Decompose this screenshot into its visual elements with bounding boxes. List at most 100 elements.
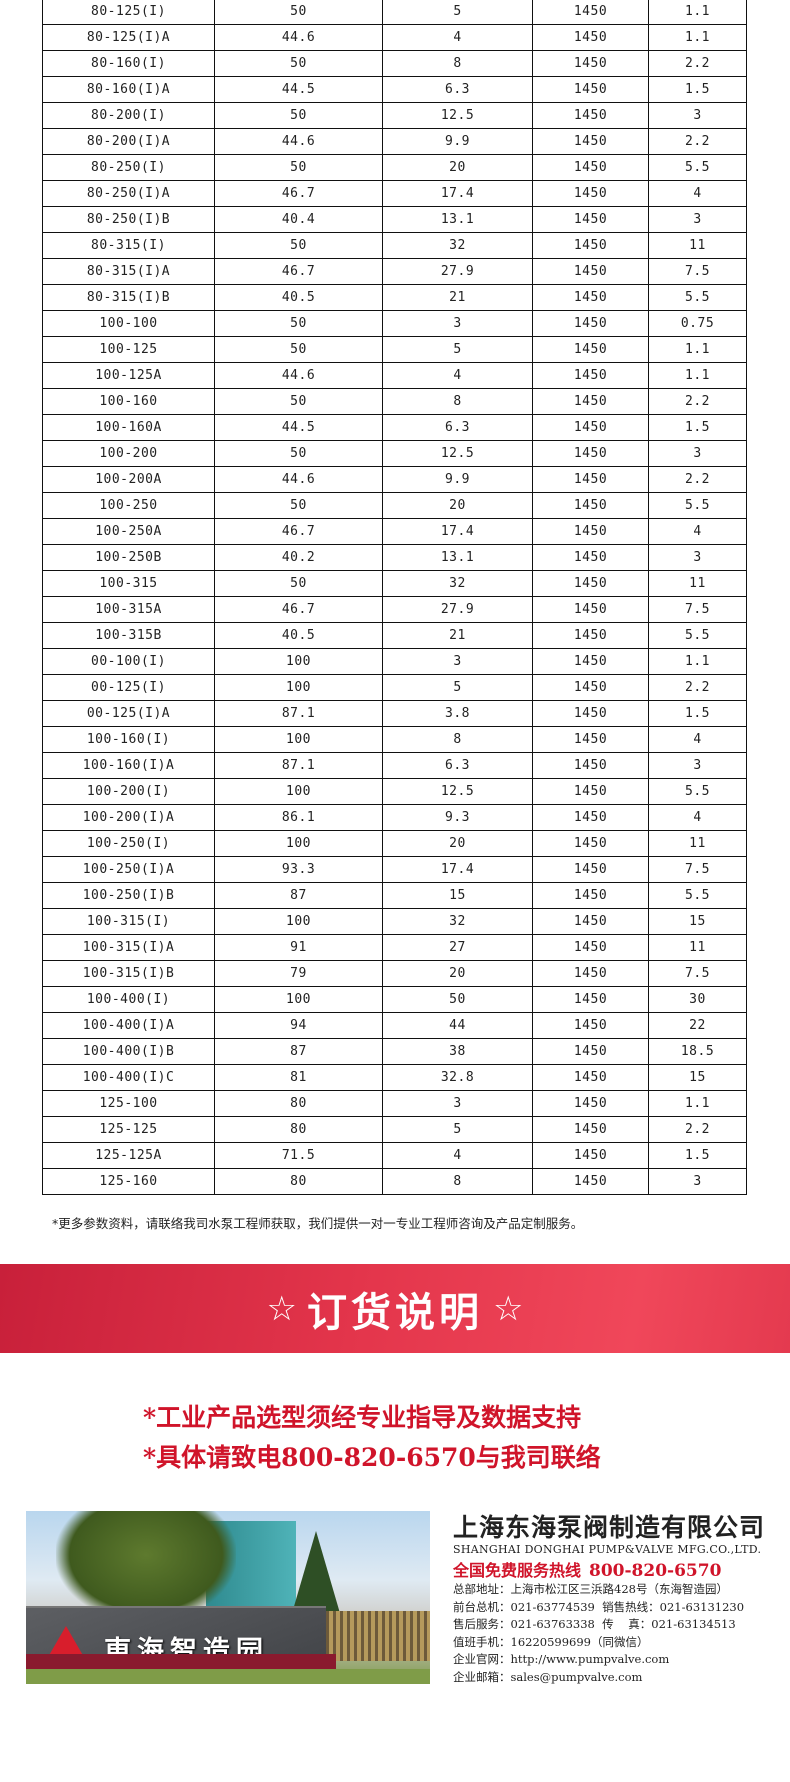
ordering-banner: ☆ 订货说明 ☆ xyxy=(0,1264,790,1353)
table-cell: 100-400(I)A xyxy=(42,1012,215,1039)
table-row: 100-400(I)B 87 38 1450 18.5 xyxy=(42,1038,747,1065)
contact-phones: 前台总机：021-63774539 销售热线：021-63131230 xyxy=(453,1599,745,1614)
table-cell: 1450 xyxy=(532,570,649,597)
contact-email[interactable]: 企业邮箱：sales@pumpvalve.com xyxy=(453,1669,643,1684)
table-cell: 1.5 xyxy=(648,76,747,103)
table-row: 80-315(I)B 40.5 21 1450 5.5 xyxy=(42,284,747,311)
table-cell: 1450 xyxy=(532,388,649,415)
table-row: 100-250(I)A 93.3 17.4 1450 7.5 xyxy=(42,856,747,883)
star-icon: ☆ xyxy=(266,1288,297,1329)
table-cell: 100-315(I)B xyxy=(42,960,215,987)
table-cell: 125-160 xyxy=(42,1168,215,1195)
table-cell: 2.2 xyxy=(648,466,747,493)
table-cell: 1450 xyxy=(532,232,649,259)
table-cell: 5.5 xyxy=(648,492,747,519)
table-cell: 100 xyxy=(214,648,383,675)
table-row: 00-125(I)A 87.1 3.8 1450 1.5 xyxy=(42,700,747,727)
table-cell: 4 xyxy=(382,1142,533,1169)
banner-title: 订货说明 xyxy=(307,1289,483,1336)
table-cell: 13.1 xyxy=(382,206,533,233)
table-cell: 1.1 xyxy=(648,1090,747,1117)
table-cell: 100-125A xyxy=(42,362,215,389)
table-cell: 11 xyxy=(648,232,747,259)
table-cell: 2.2 xyxy=(648,388,747,415)
table-cell: 94 xyxy=(214,1012,383,1039)
table-cell: 5 xyxy=(382,674,533,701)
table-row: 100-315(I) 100 32 1450 15 xyxy=(42,908,747,935)
table-cell: 100-250(I)A xyxy=(42,856,215,883)
table-cell: 12.5 xyxy=(382,778,533,805)
table-cell: 32 xyxy=(382,908,533,935)
table-row: 125-100 80 3 1450 1.1 xyxy=(42,1090,747,1117)
table-cell: 27.9 xyxy=(382,258,533,285)
table-row: 80-200(I) 50 12.5 1450 3 xyxy=(42,102,747,129)
hedge xyxy=(26,1654,336,1672)
table-row: 80-160(I) 50 8 1450 2.2 xyxy=(42,50,747,77)
table-cell: 21 xyxy=(382,622,533,649)
table-cell: 15 xyxy=(382,882,533,909)
table-cell: 100-315(I)A xyxy=(42,934,215,961)
table-cell: 21 xyxy=(382,284,533,311)
table-cell: 6.3 xyxy=(382,752,533,779)
contact-website[interactable]: 企业官网：http://www.pumpvalve.com xyxy=(453,1652,670,1667)
note-line: *具体请致电800-820-6570与我司联络 xyxy=(143,1443,601,1472)
table-cell: 1450 xyxy=(532,336,649,363)
table-cell: 44.6 xyxy=(214,128,383,155)
table-cell: 17.4 xyxy=(382,180,533,207)
table-cell: 9.3 xyxy=(382,804,533,831)
table-cell: 100-400(I)C xyxy=(42,1064,215,1091)
table-cell: 1450 xyxy=(532,180,649,207)
table-cell: 4 xyxy=(648,804,747,831)
table-cell: 1450 xyxy=(532,414,649,441)
table-cell: 80-125(I) xyxy=(42,0,215,25)
table-cell: 7.5 xyxy=(648,856,747,883)
table-row: 100-125 50 5 1450 1.1 xyxy=(42,336,747,363)
table-cell: 3 xyxy=(648,102,747,129)
table-row: 80-125(I)A 44.6 4 1450 1.1 xyxy=(42,24,747,51)
table-cell: 3 xyxy=(648,752,747,779)
table-cell: 44.5 xyxy=(214,76,383,103)
table-row: 00-100(I) 100 3 1450 1.1 xyxy=(42,648,747,675)
table-row: 100-160(I)A 87.1 6.3 1450 3 xyxy=(42,752,747,779)
table-cell: 7.5 xyxy=(648,596,747,623)
star-icon: ☆ xyxy=(493,1288,524,1329)
table-cell: 87 xyxy=(214,1038,383,1065)
table-cell: 1450 xyxy=(532,544,649,571)
table-cell: 1450 xyxy=(532,206,649,233)
table-cell: 1.1 xyxy=(648,0,747,25)
table-cell: 40.4 xyxy=(214,206,383,233)
table-cell: 2.2 xyxy=(648,674,747,701)
table-cell: 1450 xyxy=(532,154,649,181)
table-cell: 1450 xyxy=(532,0,649,25)
table-cell: 1450 xyxy=(532,700,649,727)
table-cell: 50 xyxy=(214,570,383,597)
table-cell: 79 xyxy=(214,960,383,987)
table-row: 100-315A 46.7 27.9 1450 7.5 xyxy=(42,596,747,623)
table-cell: 32 xyxy=(382,232,533,259)
table-cell: 80-315(I)A xyxy=(42,258,215,285)
table-cell: 44 xyxy=(382,1012,533,1039)
table-cell: 50 xyxy=(214,388,383,415)
table-cell: 1450 xyxy=(532,440,649,467)
table-cell: 15 xyxy=(648,908,747,935)
table-cell: 1450 xyxy=(532,518,649,545)
table-row: 80-125(I) 50 5 1450 1.1 xyxy=(42,0,747,25)
table-cell: 6.3 xyxy=(382,76,533,103)
table-cell: 1450 xyxy=(532,622,649,649)
table-cell: 32 xyxy=(382,570,533,597)
table-cell: 81 xyxy=(214,1064,383,1091)
table-cell: 50 xyxy=(214,232,383,259)
table-cell: 3 xyxy=(382,310,533,337)
table-cell: 1450 xyxy=(532,648,649,675)
table-cell: 1450 xyxy=(532,128,649,155)
ordering-notes: *工业产品选型须经专业指导及数据支持 *具体请致电800-820-6570与我司… xyxy=(143,1398,601,1478)
table-row: 80-250(I) 50 20 1450 5.5 xyxy=(42,154,747,181)
table-cell: 100 xyxy=(214,778,383,805)
table-row: 80-250(I)B 40.4 13.1 1450 3 xyxy=(42,206,747,233)
table-cell: 1450 xyxy=(532,674,649,701)
table-cell: 00-125(I) xyxy=(42,674,215,701)
table-cell: 1450 xyxy=(532,1038,649,1065)
lawn xyxy=(26,1669,430,1684)
table-cell: 40.5 xyxy=(214,622,383,649)
table-row: 100-400(I)C 81 32.8 1450 15 xyxy=(42,1064,747,1091)
